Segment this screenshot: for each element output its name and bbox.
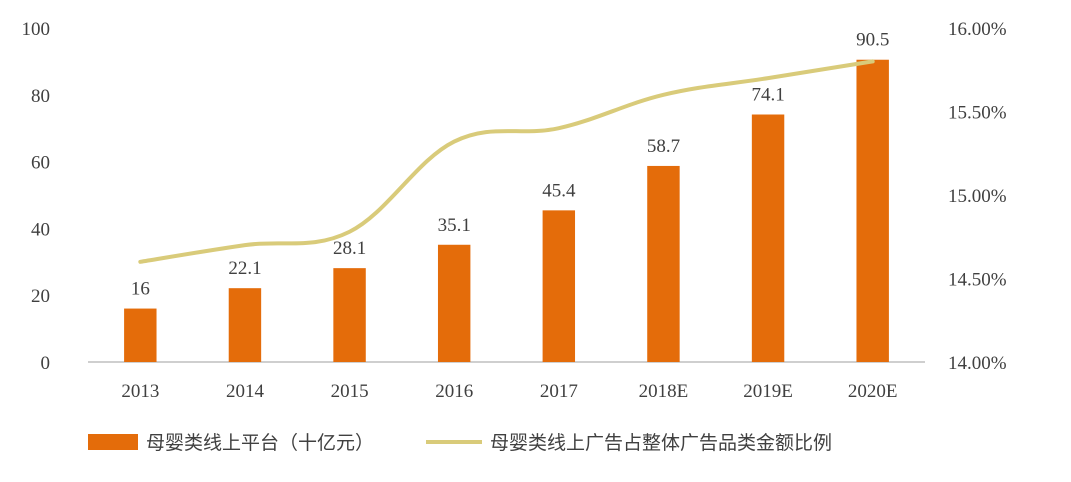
bar	[856, 59, 889, 362]
legend-label-bar: 母婴类线上平台（十亿元）	[146, 432, 375, 454]
bar-data-label: 58.7	[647, 136, 680, 157]
right-tick-label: 15.00%	[948, 186, 1007, 207]
legend-label-line: 母婴类线上广告占整体广告品类金额比例	[490, 432, 833, 454]
right-tick-label: 14.50%	[948, 270, 1007, 291]
x-category-label: 2016	[435, 381, 473, 402]
x-category-label: 2019E	[743, 381, 793, 402]
legend-swatch-line	[426, 439, 483, 444]
left-y-axis: 0 20 40 60 80 100	[22, 19, 51, 374]
legend: 母婴类线上平台（十亿元） 母婴类线上广告占整体广告品类金额比例	[88, 428, 884, 455]
bar	[542, 210, 576, 362]
bar	[124, 308, 157, 362]
legend-swatch-bar	[88, 433, 138, 450]
bar	[228, 288, 262, 362]
bar-data-labels: 16 22.1 28.1 35.1 45.4 58.7 74.1 90.5	[131, 30, 890, 300]
left-tick-label: 80	[31, 86, 50, 107]
right-tick-label: 14.00%	[948, 353, 1007, 374]
legend-item-bar: 母婴类线上平台（十亿元）	[88, 428, 374, 455]
bar-data-label: 45.4	[542, 180, 576, 201]
right-tick-label: 16.00%	[948, 19, 1007, 40]
bar-data-label: 74.1	[751, 85, 784, 106]
right-tick-label: 15.50%	[948, 103, 1007, 124]
left-tick-label: 40	[31, 219, 50, 240]
ratio-line	[138, 59, 875, 264]
legend-item-line: 母婴类线上广告占整体广告品类金额比例	[426, 428, 832, 455]
x-category-label: 2014	[226, 381, 265, 402]
bar-data-label: 90.5	[856, 30, 889, 51]
x-category-label: 2017	[540, 381, 578, 402]
x-category-label: 2015	[331, 381, 369, 402]
bar-data-label: 28.1	[333, 238, 366, 259]
left-tick-label: 0	[41, 353, 51, 374]
left-tick-label: 100	[22, 19, 51, 40]
bar	[751, 114, 785, 362]
bar-data-label: 35.1	[438, 215, 471, 236]
bar	[437, 244, 471, 362]
x-category-label: 2018E	[639, 381, 689, 402]
left-tick-label: 20	[31, 286, 50, 307]
bar-series	[124, 59, 889, 362]
left-tick-label: 60	[31, 153, 50, 174]
right-y-axis: 14.00% 14.50% 15.00% 15.50% 16.00%	[948, 19, 1007, 374]
chart: 0 20 40 60 80 100 14.00% 14.50% 15.00% 15.50% 16.…	[22, 19, 1007, 402]
x-axis-categories: 2013 2014 2015 2016 2017 2018E 2019E 2020E	[121, 381, 897, 402]
x-category-label: 2013	[121, 381, 159, 402]
bar-data-label: 16	[131, 279, 150, 300]
x-category-label: 2020E	[848, 381, 898, 402]
bar	[333, 268, 366, 362]
bar	[647, 165, 680, 362]
bar-data-label: 22.1	[228, 258, 261, 279]
